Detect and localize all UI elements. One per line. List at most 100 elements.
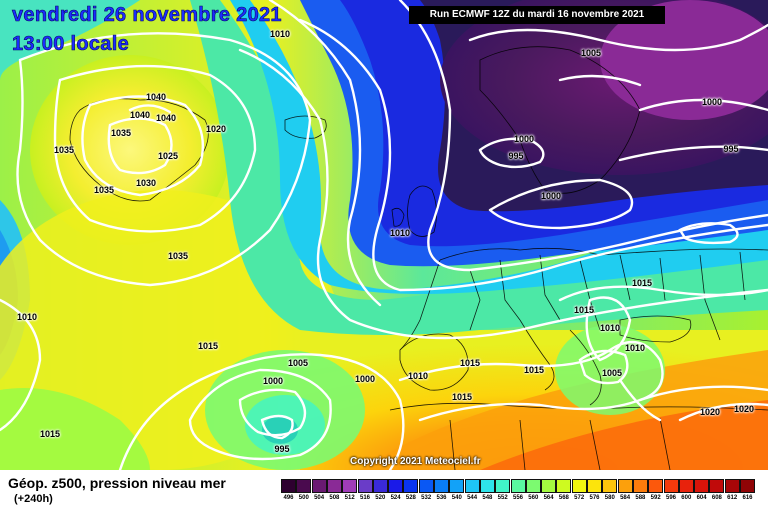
- scale-swatch: [449, 479, 465, 493]
- run-info-banner: Run ECMWF 12Z du mardi 16 novembre 2021: [409, 6, 665, 24]
- scale-swatch: [709, 479, 725, 493]
- forecast-date: vendredi 26 novembre 2021: [12, 4, 282, 27]
- scale-swatch: [724, 479, 740, 493]
- scale-tick-label: 612: [727, 495, 738, 501]
- scale-tick-label: 528: [405, 495, 416, 501]
- isobar-label: 1015: [523, 365, 545, 375]
- isobar-label: 1040: [129, 110, 151, 120]
- isobar-label: 1010: [599, 323, 621, 333]
- scale-swatch: [525, 479, 541, 493]
- scale-swatch: [403, 479, 419, 493]
- isobar-label: 1035: [93, 185, 115, 195]
- scale-swatch: [281, 479, 296, 493]
- scale-tick-label: 508: [329, 495, 340, 501]
- scale-tick-label: 568: [558, 495, 569, 501]
- isobar-label: 1005: [287, 358, 309, 368]
- scale-swatch: [541, 479, 557, 493]
- isobar-label: 995: [723, 144, 739, 154]
- scale-swatch: [464, 479, 480, 493]
- scale-swatch: [388, 479, 404, 493]
- isobar-label: 1015: [451, 392, 473, 402]
- isobar-label: 1000: [701, 97, 723, 107]
- scale-tick-label: 560: [528, 495, 539, 501]
- isobar-label: 1000: [354, 374, 376, 384]
- scale-swatch: [479, 479, 495, 493]
- scale-swatch: [587, 479, 602, 493]
- map-graphic: [0, 0, 768, 470]
- isobar-label: 1015: [631, 278, 653, 288]
- isobar-label: 1010: [269, 29, 291, 39]
- scale-tick-label: 548: [482, 495, 493, 501]
- scale-swatch: [296, 479, 312, 493]
- isobar-label: 1040: [155, 113, 177, 123]
- scale-swatch: [510, 479, 526, 493]
- color-scale: 496 500 504 508 512 516 520 524 528 532 536 540 544 5…: [281, 479, 758, 505]
- scale-swatch: [556, 479, 572, 493]
- scale-tick-label: 564: [543, 495, 554, 501]
- legend-bar: Géop. z500, pression niveau mer (+240h) …: [0, 470, 768, 512]
- isobar-label: 1005: [601, 368, 623, 378]
- scale-swatch: [311, 479, 327, 493]
- isobar-label: 1035: [53, 145, 75, 155]
- isobar-label: 1010: [389, 228, 411, 238]
- isobar-label: 1010: [16, 312, 38, 322]
- isobar-label: 1010: [624, 343, 646, 353]
- scale-swatch: [357, 479, 373, 493]
- scale-tick-label: 500: [298, 495, 309, 501]
- isobar-label: 1015: [197, 341, 219, 351]
- scale-tick-label: 496: [283, 495, 294, 501]
- scale-swatch: [648, 479, 664, 493]
- scale-swatch: [678, 479, 694, 493]
- isobar-label: 1010: [407, 371, 429, 381]
- scale-swatch: [495, 479, 511, 493]
- isobar-label: 1000: [540, 191, 562, 201]
- scale-tick-label: 536: [436, 495, 447, 501]
- scale-swatch: [663, 479, 679, 493]
- isobar-label: 1020: [699, 407, 721, 417]
- scale-swatch: [418, 479, 434, 493]
- isobar-label: 995: [508, 151, 524, 161]
- scale-tick-label: 576: [589, 495, 600, 501]
- isobar-label: 1020: [733, 404, 755, 414]
- scale-tick-label: 616: [742, 495, 753, 501]
- scale-tick-label: 608: [711, 495, 722, 501]
- isobar-label: 1030: [135, 178, 157, 188]
- scale-swatch: [617, 479, 633, 493]
- scale-tick-label: 532: [421, 495, 432, 501]
- isobar-label: 1015: [39, 429, 61, 439]
- isobar-label: 1005: [580, 48, 602, 58]
- scale-tick-label: 600: [681, 495, 692, 501]
- scale-tick-label: 572: [574, 495, 585, 501]
- scale-tick-label: 596: [665, 495, 676, 501]
- isobar-label: 1035: [110, 128, 132, 138]
- isobar-label: 1020: [205, 124, 227, 134]
- isobar-label: 1015: [573, 305, 595, 315]
- scale-swatch: [342, 479, 358, 493]
- scale-swatch: [326, 479, 342, 493]
- isobar-label: 1025: [157, 151, 179, 161]
- scale-swatch: [372, 479, 388, 493]
- scale-tick-label: 512: [344, 495, 355, 501]
- scale-tick-label: 604: [696, 495, 707, 501]
- isobar-label: 1015: [459, 358, 481, 368]
- scale-swatch: [602, 479, 618, 493]
- scale-tick-label: 540: [451, 495, 462, 501]
- isobar-label: 995: [274, 444, 290, 454]
- scale-tick-label: 552: [497, 495, 508, 501]
- legend-subtitle: (+240h): [14, 493, 53, 505]
- isobar-label: 1035: [167, 251, 189, 261]
- scale-tick-label: 592: [650, 495, 661, 501]
- scale-tick-label: 520: [375, 495, 386, 501]
- scale-tick-label: 584: [620, 495, 631, 501]
- scale-swatch: [571, 479, 587, 493]
- scale-tick-label: 556: [512, 495, 523, 501]
- scale-swatch: [434, 479, 449, 493]
- legend-title: Géop. z500, pression niveau mer: [8, 475, 226, 491]
- scale-swatch: [632, 479, 648, 493]
- copyright-notice: Copyright 2021 Meteociel.fr: [350, 456, 481, 467]
- scale-tick-label: 516: [359, 495, 370, 501]
- scale-tick-label: 588: [635, 495, 646, 501]
- scale-swatch: [694, 479, 710, 493]
- scale-tick-label: 524: [390, 495, 401, 501]
